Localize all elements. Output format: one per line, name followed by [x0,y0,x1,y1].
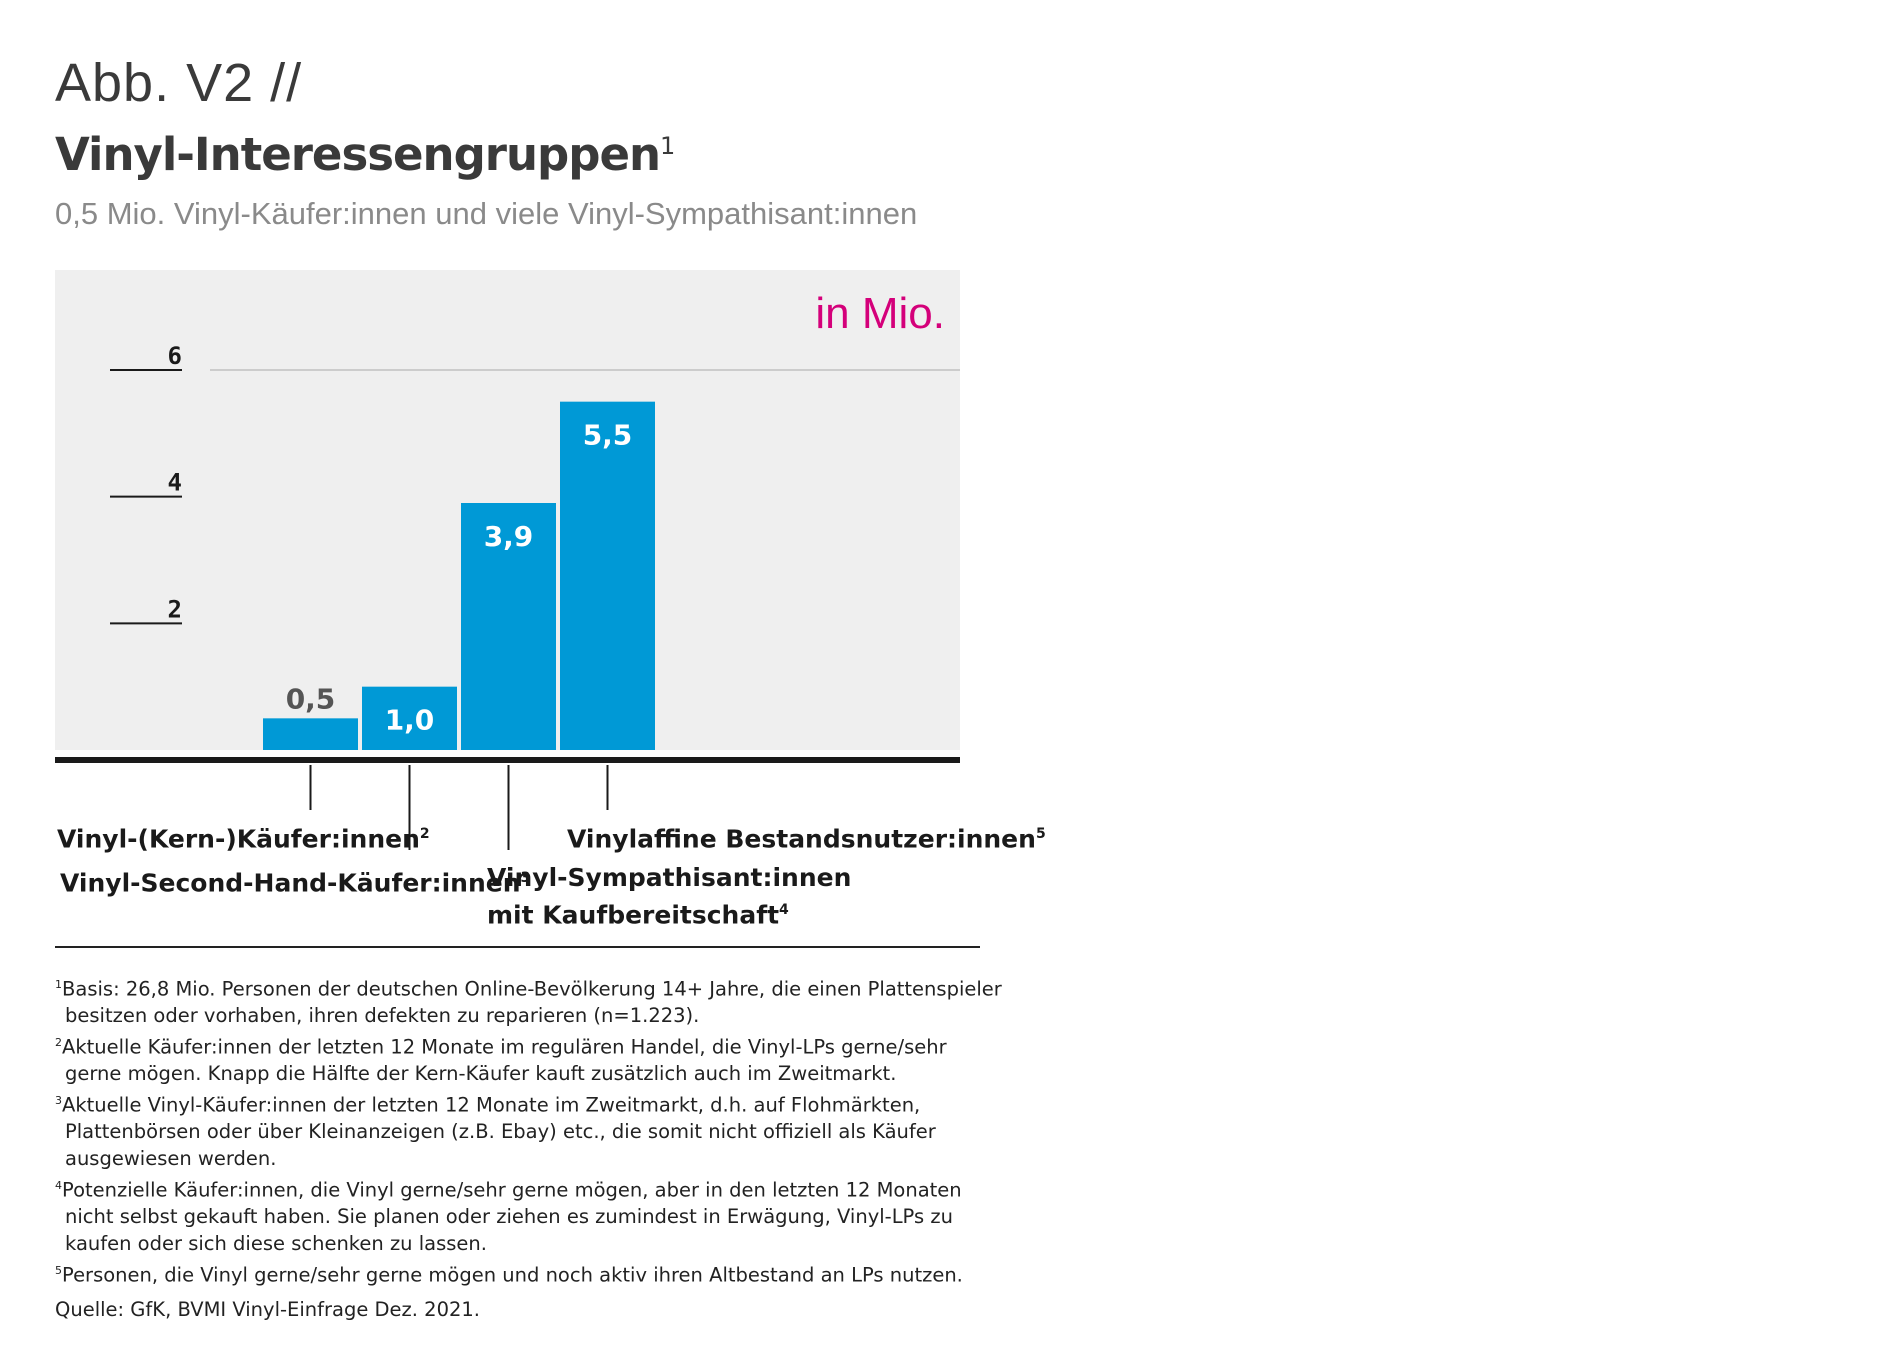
value-labels: 0,5 1,0 3,9 5,5 [286,419,633,737]
category-footnote-mark: 3 [520,870,531,886]
y-tick-label: 2 [168,595,182,623]
footnote-text: Aktuelle Vinyl-Käufer:innen der letzten … [62,1093,936,1171]
chart-title: Vinyl-Interessengruppen1 [55,128,675,181]
footnote-mark: 2 [55,1036,62,1050]
footnote-divider [55,946,980,948]
footnote-mark: 5 [55,1263,62,1277]
category-label-text: Vinyl-(Kern-)Käufer:innen [57,824,420,854]
footnote-3: 3Aktuelle Vinyl-Käufer:innen der letzten… [55,1088,1005,1173]
category-label-second-hand: Vinyl-Second-Hand-Käufer:innen3 [60,862,530,899]
category-label-text: Vinylaffine Bestandsnutzer:innen [567,824,1036,854]
y-tick-label: 6 [168,342,182,370]
bar [263,718,358,750]
footnote-2: 2Aktuelle Käufer:innen der letzten 12 Mo… [55,1030,1005,1088]
figure-label: Abb. V2 // [55,53,303,113]
category-leader-lines [309,765,609,850]
bar-value-label: 1,0 [385,704,435,737]
bar-value-label: 3,9 [484,520,534,553]
category-label-kern-kaeufer: Vinyl-(Kern-)Käufer:innen2 [57,818,430,855]
chart-title-text: Vinyl-Interessengruppen [55,128,661,181]
y-axis-ticks: 2 4 6 [110,342,182,625]
category-footnote-mark: 4 [779,902,789,918]
source-note: Quelle: GfK, BVMI Vinyl-Einfrage Dez. 20… [55,1298,481,1321]
bar-value-label: 0,5 [286,682,336,715]
footnote-text: Potenzielle Käufer:innen, die Vinyl gern… [62,1178,962,1256]
category-label-sympathisanten: Vinyl-Sympathisant:innen mit Kaufbereits… [487,862,887,931]
x-axis-line [55,757,960,763]
footnote-mark: 3 [55,1094,62,1108]
bar [560,401,655,750]
footnote-mark: 4 [55,1179,62,1193]
footnote-1: 1Basis: 26,8 Mio. Personen der deutschen… [55,972,1005,1030]
bar [461,503,556,750]
bar-value-label: 5,5 [583,419,633,452]
chart-subtitle: 0,5 Mio. Vinyl-Käufer:innen und viele Vi… [55,196,918,231]
chart-title-footnote-mark: 1 [660,132,675,160]
footnote-mark: 1 [55,978,62,991]
category-label-bestandsnutzer: Vinylaffine Bestandsnutzer:innen5 [567,818,1046,855]
footnote-5: 5Personen, die Vinyl gerne/sehr gerne mö… [55,1258,1005,1289]
category-label-text: Vinyl-Second-Hand-Käufer:innen [60,868,521,898]
y-tick-label: 4 [168,469,182,497]
footnote-text: Basis: 26,8 Mio. Personen der deutschen … [62,977,1002,1028]
category-label-text: Vinyl-Sympathisant:innen mit Kaufbereits… [487,863,852,930]
footnote-text: Aktuelle Käufer:innen der letzten 12 Mon… [62,1035,947,1086]
category-footnote-mark: 2 [419,826,430,842]
unit-label: in Mio. [815,289,945,338]
footnote-4: 4Potenzielle Käufer:innen, die Vinyl ger… [55,1173,1005,1258]
category-footnote-mark: 5 [1035,826,1046,842]
bars [263,401,655,750]
footnotes: 1Basis: 26,8 Mio. Personen der deutschen… [55,972,1005,1289]
footnote-text: Personen, die Vinyl gerne/sehr gerne mög… [62,1263,963,1287]
bar [362,686,457,750]
